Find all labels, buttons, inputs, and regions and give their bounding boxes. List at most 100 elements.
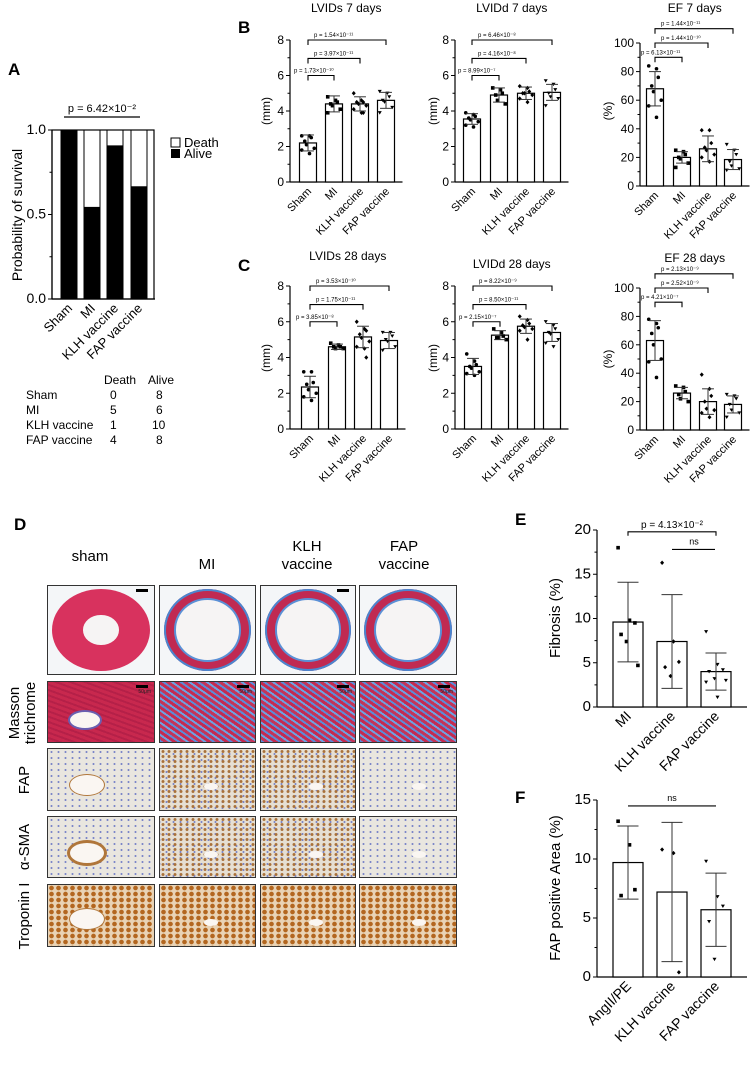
- data-point: [364, 103, 369, 108]
- data-point: [525, 99, 530, 105]
- data-point: [649, 331, 654, 336]
- vessel: [412, 851, 426, 858]
- heart-section-image: [260, 585, 356, 675]
- data-point: [476, 119, 481, 124]
- masson-trichrome-image: 50μm: [47, 681, 155, 743]
- bar: [516, 92, 536, 183]
- data-point: [517, 314, 522, 319]
- data-point: [734, 152, 739, 157]
- data-point: [530, 326, 535, 332]
- data-point: [527, 321, 532, 326]
- legend-label-death: Death: [184, 135, 219, 150]
- y-axis-label: (mm): [426, 344, 440, 372]
- p-value-label: p = 3.53×10⁻¹⁰: [316, 278, 356, 285]
- data-point: [325, 110, 330, 115]
- asma-stain-image: [359, 816, 457, 878]
- data-point: [702, 399, 707, 404]
- data-point: [351, 91, 356, 96]
- data-point: [383, 338, 388, 342]
- troponin-stain-image: [359, 884, 457, 947]
- troponin-stain-image: [47, 884, 155, 947]
- data-point: [663, 664, 668, 670]
- p-value-label: p = 1.44×10⁻¹⁰: [661, 35, 701, 42]
- vessel: [412, 919, 426, 926]
- data-point: [496, 336, 501, 340]
- bar-alive: [107, 145, 123, 299]
- data-point: [720, 904, 725, 908]
- y-tick-label: 0.0: [27, 290, 47, 306]
- data-point: [704, 859, 709, 864]
- y-tick-label: 2: [442, 386, 449, 400]
- panel-label-a: A: [8, 60, 21, 79]
- data-point: [504, 337, 509, 342]
- data-point: [354, 319, 359, 324]
- y-tick-label: 6: [442, 69, 449, 83]
- data-point: [351, 107, 356, 112]
- p-value-label: p = 4.13×10⁻²: [641, 520, 704, 531]
- chart-title: EF 28 days: [664, 251, 725, 265]
- header-death: Death: [104, 373, 137, 387]
- troponin-stain-image: [260, 884, 356, 947]
- significance-bracket: [654, 273, 734, 279]
- legend-swatch-death: [170, 137, 181, 148]
- data-point: [651, 343, 656, 347]
- data-point: [517, 83, 522, 89]
- asma-stain-image: [47, 816, 155, 878]
- y-tick-label: 4: [442, 351, 449, 365]
- p-value-label: p = 2.15×10⁻⁷: [459, 314, 496, 321]
- data-point: [683, 389, 688, 394]
- y-tick-label: 100: [614, 36, 634, 50]
- data-point: [304, 142, 309, 147]
- group-name: KLH vaccine: [26, 418, 94, 432]
- panel-label-f: F: [515, 788, 526, 807]
- data-point: [314, 391, 319, 396]
- data-point: [704, 680, 709, 685]
- bar-alive: [61, 130, 77, 299]
- significance-bracket: [307, 57, 361, 64]
- group-name: FAP vaccine: [26, 433, 93, 447]
- y-tick-label: 80: [621, 65, 635, 79]
- data-point: [304, 382, 309, 387]
- data-point: [380, 98, 385, 103]
- data-point: [309, 370, 314, 374]
- row-header-fap: FAP: [16, 765, 33, 795]
- data-point: [723, 678, 728, 683]
- asma-stain-image: [260, 816, 356, 878]
- data-point: [660, 560, 665, 565]
- data-point: [493, 93, 498, 97]
- scale-bar: [136, 685, 148, 688]
- data-point: [715, 695, 720, 700]
- y-tick-label: 0: [583, 698, 591, 715]
- vessel: [70, 843, 104, 863]
- data-point: [328, 341, 333, 345]
- p-value-label: p = 2.13×10⁻⁹: [661, 266, 699, 273]
- data-point: [656, 75, 661, 80]
- data-point: [683, 152, 688, 157]
- data-point: [659, 357, 664, 361]
- heart-lumen: [277, 600, 339, 660]
- data-point: [619, 632, 623, 637]
- data-point: [330, 103, 335, 108]
- data-point: [724, 415, 729, 420]
- y-tick-label: 6: [277, 315, 284, 329]
- bar: [353, 336, 373, 430]
- y-axis-label: (mm): [259, 344, 273, 372]
- fap-stain-image: [47, 748, 155, 811]
- vessel: [70, 712, 100, 728]
- scale-bar: [337, 589, 349, 592]
- data-point: [517, 96, 522, 101]
- data-point: [471, 125, 476, 129]
- bar: [489, 94, 509, 183]
- data-point: [627, 843, 632, 847]
- y-tick-label: 8: [442, 279, 449, 293]
- y-tick-label: 40: [621, 122, 635, 136]
- y-tick-label: 80: [621, 309, 635, 323]
- data-point: [646, 360, 651, 364]
- row-header-masson: Masson trichrome: [6, 681, 39, 745]
- data-point: [734, 397, 739, 401]
- data-point: [361, 99, 366, 105]
- data-point: [301, 370, 306, 374]
- x-tick-label: Sham: [632, 190, 661, 219]
- bar-alive: [131, 186, 147, 299]
- header-alive: Alive: [148, 373, 175, 387]
